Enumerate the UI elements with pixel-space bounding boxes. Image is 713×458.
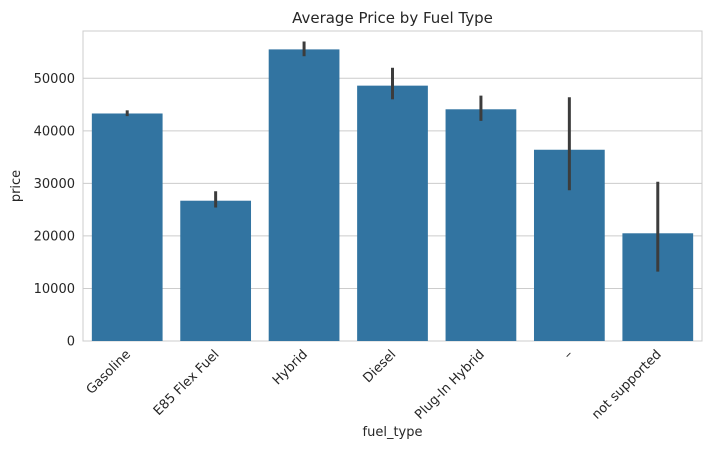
bar	[180, 200, 252, 341]
y-tick-label: 30000	[34, 177, 75, 192]
bar	[91, 113, 163, 342]
chart-title: Average Price by Fuel Type	[292, 9, 493, 27]
y-axis-label: price	[9, 170, 24, 202]
bar	[268, 49, 340, 341]
bar	[445, 109, 517, 341]
x-axis-label: fuel_type	[363, 425, 423, 440]
y-tick-label: 50000	[34, 72, 75, 87]
y-tick-label: 20000	[34, 229, 75, 244]
y-tick-label: 40000	[34, 124, 75, 139]
bar	[357, 85, 428, 341]
y-tick-label: 10000	[34, 282, 75, 297]
y-tick-label: 0	[67, 335, 75, 350]
